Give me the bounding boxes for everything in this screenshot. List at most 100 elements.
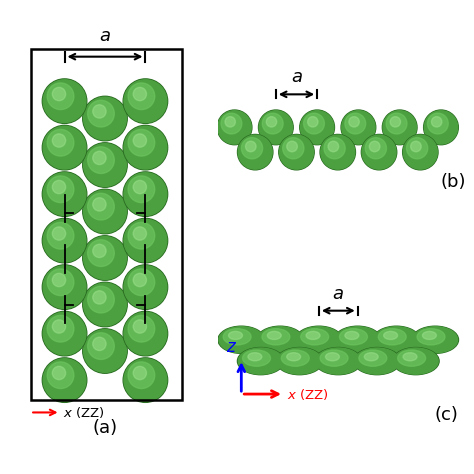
- Circle shape: [47, 129, 74, 156]
- Circle shape: [83, 329, 127, 373]
- Circle shape: [52, 180, 66, 194]
- Text: $x$ (ZZ): $x$ (ZZ): [63, 405, 104, 420]
- Circle shape: [349, 117, 359, 127]
- Ellipse shape: [412, 326, 458, 353]
- Circle shape: [42, 311, 87, 356]
- Ellipse shape: [345, 331, 359, 339]
- Circle shape: [321, 135, 355, 169]
- Circle shape: [133, 320, 146, 333]
- Circle shape: [52, 366, 66, 380]
- Circle shape: [424, 111, 457, 144]
- Ellipse shape: [243, 350, 271, 366]
- Circle shape: [241, 137, 263, 159]
- Circle shape: [52, 87, 66, 100]
- Ellipse shape: [238, 348, 283, 374]
- Circle shape: [383, 110, 417, 145]
- Circle shape: [303, 113, 324, 134]
- Circle shape: [88, 147, 114, 173]
- Circle shape: [402, 135, 438, 170]
- Circle shape: [83, 144, 127, 186]
- Text: (b): (b): [441, 173, 466, 191]
- Ellipse shape: [383, 331, 398, 339]
- Ellipse shape: [218, 326, 264, 353]
- Text: $a$: $a$: [99, 27, 111, 45]
- Circle shape: [93, 151, 106, 164]
- Circle shape: [128, 315, 155, 342]
- Circle shape: [123, 311, 168, 356]
- Text: $x$ (ZZ): $x$ (ZZ): [287, 387, 329, 401]
- Circle shape: [133, 366, 146, 380]
- Circle shape: [88, 193, 114, 220]
- Circle shape: [93, 337, 106, 351]
- Ellipse shape: [316, 348, 361, 374]
- Circle shape: [258, 110, 293, 145]
- Circle shape: [42, 79, 87, 123]
- Circle shape: [217, 110, 252, 145]
- Circle shape: [124, 359, 167, 401]
- Ellipse shape: [374, 327, 419, 353]
- Circle shape: [246, 141, 256, 152]
- Circle shape: [237, 135, 273, 170]
- Circle shape: [225, 117, 236, 127]
- Circle shape: [410, 141, 421, 152]
- Circle shape: [43, 312, 86, 355]
- Circle shape: [123, 265, 168, 310]
- Ellipse shape: [326, 353, 339, 361]
- Circle shape: [83, 282, 127, 327]
- Circle shape: [88, 100, 114, 127]
- Circle shape: [43, 80, 86, 122]
- Circle shape: [362, 135, 396, 169]
- Ellipse shape: [417, 328, 445, 345]
- Circle shape: [390, 117, 401, 127]
- Circle shape: [365, 137, 386, 159]
- Circle shape: [283, 137, 304, 159]
- Ellipse shape: [335, 327, 380, 353]
- Circle shape: [43, 126, 86, 169]
- Circle shape: [262, 113, 283, 134]
- Circle shape: [133, 134, 146, 147]
- Circle shape: [123, 219, 168, 263]
- Circle shape: [266, 117, 277, 127]
- Circle shape: [83, 97, 127, 140]
- Circle shape: [369, 141, 380, 152]
- Ellipse shape: [398, 350, 426, 366]
- Circle shape: [133, 180, 146, 194]
- Ellipse shape: [334, 326, 381, 353]
- Circle shape: [124, 266, 167, 309]
- Circle shape: [93, 198, 106, 211]
- Circle shape: [128, 129, 155, 156]
- Circle shape: [259, 111, 292, 144]
- Circle shape: [383, 111, 416, 144]
- Circle shape: [83, 236, 127, 280]
- Text: $a$: $a$: [332, 285, 344, 303]
- Circle shape: [361, 135, 397, 170]
- Ellipse shape: [339, 328, 367, 345]
- Ellipse shape: [276, 347, 323, 374]
- Circle shape: [83, 283, 127, 326]
- Circle shape: [83, 189, 127, 234]
- Circle shape: [123, 172, 168, 216]
- Circle shape: [124, 126, 167, 169]
- Circle shape: [279, 135, 314, 170]
- Ellipse shape: [258, 327, 302, 353]
- Ellipse shape: [373, 326, 419, 353]
- Circle shape: [93, 291, 106, 304]
- Circle shape: [431, 117, 442, 127]
- Circle shape: [42, 126, 87, 170]
- Circle shape: [128, 176, 155, 202]
- Circle shape: [218, 111, 251, 144]
- Circle shape: [124, 312, 167, 355]
- Ellipse shape: [301, 328, 328, 345]
- Ellipse shape: [364, 353, 378, 361]
- Circle shape: [428, 113, 448, 134]
- Ellipse shape: [296, 326, 342, 353]
- Circle shape: [43, 359, 86, 401]
- Ellipse shape: [422, 331, 437, 339]
- Circle shape: [123, 358, 168, 402]
- Circle shape: [407, 137, 428, 159]
- Ellipse shape: [223, 328, 251, 345]
- Circle shape: [42, 219, 87, 263]
- Circle shape: [83, 190, 127, 233]
- Ellipse shape: [257, 326, 303, 353]
- Text: (a): (a): [92, 419, 118, 438]
